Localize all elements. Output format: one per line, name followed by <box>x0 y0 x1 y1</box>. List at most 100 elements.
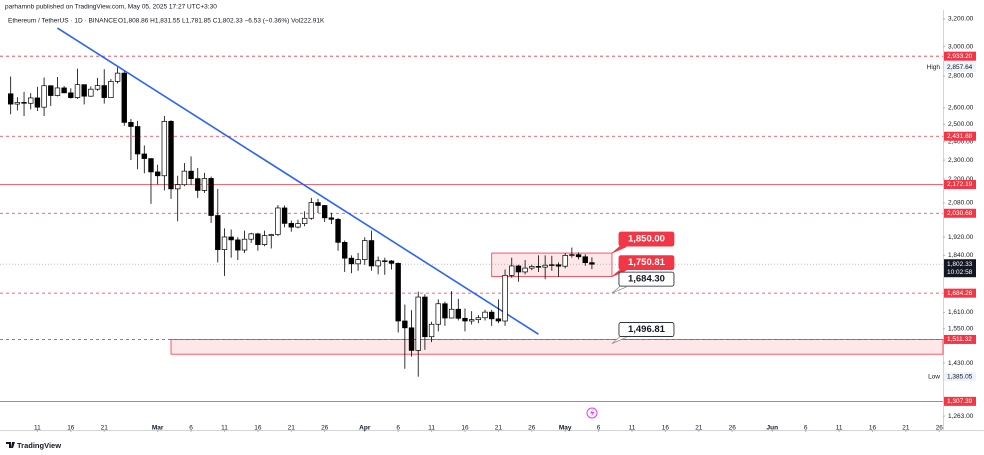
level-tag <box>944 51 976 61</box>
candle-body <box>228 236 234 241</box>
candle-body <box>154 171 161 177</box>
y-tick-label: 2,500.00 <box>948 121 974 128</box>
candle-body <box>335 218 341 243</box>
candle-body <box>61 87 67 94</box>
candle-body <box>54 87 61 96</box>
candle-body <box>215 215 221 250</box>
candle-body <box>522 267 528 273</box>
candle-body <box>489 311 495 320</box>
candle-body <box>355 259 361 265</box>
candle-body <box>101 85 107 98</box>
level-tag-label: 1,511.32 <box>947 336 972 343</box>
candle-body <box>181 170 188 186</box>
candle-body <box>342 241 348 259</box>
callout-label: 1,850.00 <box>628 234 665 245</box>
candle-body <box>308 202 315 219</box>
x-tick-label: 16 <box>254 425 262 432</box>
candle-body <box>368 240 375 267</box>
level-tag <box>944 208 976 218</box>
candle-body <box>235 239 241 251</box>
current-price-label: 1,802.33 <box>947 261 973 268</box>
candle-body <box>348 257 355 265</box>
candle-body <box>315 202 321 206</box>
candle-body <box>448 308 455 319</box>
tv-logo <box>6 442 15 448</box>
y-tick-label: 1,920.00 <box>948 234 974 241</box>
y-tick-label: 2,800.00 <box>948 73 974 80</box>
level-tag-label: 2,933.20 <box>947 53 973 60</box>
candle-body <box>148 158 154 173</box>
ohlc: O1,808.86 H1,831.55 L1,781.85 C1,802.33 … <box>118 18 325 25</box>
candle-body <box>114 72 121 82</box>
x-tick-label: 16 <box>662 425 670 432</box>
extreme-tag <box>944 372 976 382</box>
extreme-label: 2,857.64 <box>947 64 973 71</box>
candle-body <box>21 102 27 104</box>
candle-body <box>255 233 261 245</box>
x-tick-label: 11 <box>34 425 41 432</box>
candle-body <box>208 178 214 216</box>
extreme-name: High <box>927 64 941 71</box>
callout-label: 1,684.30 <box>628 274 665 285</box>
y-tick-label: 2,400.00 <box>948 139 974 146</box>
callout-label: 1,750.81 <box>628 257 666 268</box>
y-tick-label: 1,430.00 <box>948 360 974 367</box>
candle-body <box>529 266 535 269</box>
candle-body <box>475 317 482 320</box>
candle-body <box>408 327 415 351</box>
candle-body <box>328 217 335 220</box>
candle-body <box>121 72 127 123</box>
y-tick-label: 1,550.00 <box>948 325 974 332</box>
candle-body <box>375 260 381 267</box>
countdown: 10:02:58 <box>947 269 973 276</box>
candle-body <box>415 296 421 351</box>
callout-box <box>618 255 675 271</box>
candle-body <box>495 318 502 322</box>
x-tick-label: 6 <box>396 425 400 432</box>
extreme-label: 1,385.05 <box>947 373 973 380</box>
x-tick-label: 26 <box>936 425 944 432</box>
candle-body <box>161 121 168 177</box>
candle-body <box>275 207 281 235</box>
candle-body <box>589 262 595 265</box>
x-tick-label: 6 <box>189 425 193 432</box>
candle-body <box>301 217 308 224</box>
x-tick-label: 16 <box>461 425 469 432</box>
candle-body <box>509 265 515 276</box>
x-tick-label: 21 <box>288 425 296 432</box>
candle-body <box>141 153 147 159</box>
x-tick-label: 11 <box>836 425 843 432</box>
candle-body <box>221 236 228 250</box>
candle-body <box>14 102 21 105</box>
callout-box <box>618 322 675 337</box>
candle-body <box>295 223 301 228</box>
candle-body <box>268 234 274 236</box>
candle-body <box>261 235 268 245</box>
candle-body <box>382 260 388 262</box>
x-tick-label: 16 <box>67 425 75 432</box>
extreme-tag <box>944 62 976 72</box>
x-tick-label: Jun <box>767 425 779 432</box>
y-tick-label: 2,600.00 <box>948 104 974 111</box>
candle-body <box>422 296 428 338</box>
plot-area <box>0 27 944 402</box>
level-tag <box>944 179 976 189</box>
level-tag-label: 1,684.26 <box>947 290 973 297</box>
candle-body <box>575 254 582 258</box>
level-tag <box>944 288 976 298</box>
candle-body <box>241 238 248 251</box>
candle-body <box>188 170 194 180</box>
candle-body <box>248 233 254 240</box>
candle-body <box>482 311 488 319</box>
x-tick-label: 21 <box>902 425 910 432</box>
candle-body <box>28 97 34 104</box>
x-tick-label: 6 <box>804 425 808 432</box>
candle-body <box>388 260 395 264</box>
candle-body <box>442 303 448 319</box>
candle-body <box>201 178 208 191</box>
x-tick-label: 11 <box>428 425 435 432</box>
candle-body <box>134 126 141 155</box>
callout-box <box>618 271 675 287</box>
